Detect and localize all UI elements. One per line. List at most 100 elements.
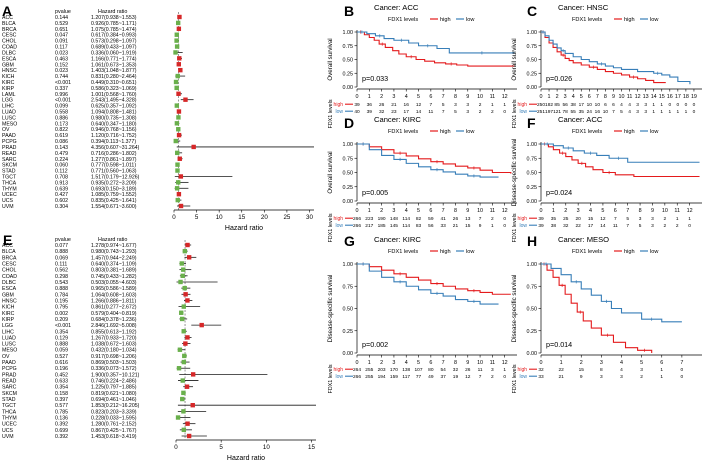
forest-header-pvalue: pvalue [55,237,71,243]
forest-hr-text: 0.394(0.113~1.377) [91,139,136,145]
km-risk-count: 2 [676,223,679,229]
km-risk-count: 3 [466,102,469,108]
forest-hr-text: 0.617(0.384~0.993) [91,33,137,39]
forest-pvalue: 0.633 [55,379,68,385]
km-pvalue: p=0.026 [546,74,572,83]
km-legend-label: high [440,249,451,255]
km-legend-label: low [650,17,659,23]
km-risk-count: 114 [402,216,410,222]
km-x-tick-label: 8 [454,94,457,100]
km-risk-count: 1 [685,109,688,115]
km-risk-count: 3 [644,102,647,108]
km-x-tick-label: 3 [392,94,395,100]
forest-pvalue: 0.060 [55,163,68,169]
forest-cancer-label: THYM [2,186,17,192]
km-risk-count: 9 [479,223,482,229]
km-legend-label: low [466,129,475,135]
forest-hr-marker [174,38,179,43]
km-risk-count: 185 [378,223,386,229]
km-x-tick-label: 3 [564,94,567,100]
km-x-tick-label: 11 [490,360,496,366]
km-x-tick-label: 12 [502,208,508,214]
km-x-tick-label: 6 [614,208,617,214]
km-title: Cancer: KIRC [374,235,421,244]
forest-pvalue: 0.708 [55,174,68,180]
forest-pvalue: <0.001 [55,323,71,329]
km-risk-count: 3 [454,102,457,108]
forest-hr-marker [183,341,188,346]
km-x-tick-label: 5 [417,360,420,366]
forest-pvalue: 0.337 [55,86,68,92]
km-x-tick-label: 4 [572,94,575,100]
forest-cancer-label: PRAD [2,372,17,378]
km-risk-count: 2 [491,109,494,115]
forest-hr-marker [174,186,180,191]
forest-cancer-label: LUAD [2,335,16,341]
forest-x-tick-label: 10 [216,214,223,221]
forest-hr-marker [181,329,186,334]
km-y-tick-label: 1.00 [527,142,538,148]
forest-hr-text: 0.917(0.698~1.206) [91,354,137,360]
km-x-tick-label: 1 [368,360,371,366]
forest-cancer-label: KICH [2,74,15,80]
forest-hr-marker [173,138,178,144]
km-risk-count: 5 [639,223,642,229]
forest-cancer-label: BLCA [2,249,16,255]
km-risk-count: 11 [478,367,483,373]
km-risk-count: 3 [600,374,603,380]
km-y-tick-label: 0.50 [527,171,538,177]
forest-hr-text: 0.625(0.357~1.092) [91,104,137,110]
forest-pvalue: 0.427 [55,192,68,198]
forest-pvalue: 0.577 [55,403,68,409]
forest-hr-text: 1.038(0.672~1.603) [91,342,137,348]
km-x-tick-label: 4 [405,360,408,366]
km-y-axis-label: Disease-specific survival [327,275,334,343]
km-y-tick-label: 0.25 [527,185,538,191]
km-risk-count: 1 [503,102,506,108]
km-risk-count: 1 [660,367,663,373]
km-x-tick-label: 11 [674,208,680,214]
forest-x-tick-label: 0 [174,444,178,451]
km-y-tick-label: 1.00 [527,262,538,268]
forest-hr-marker [176,109,182,114]
km-risk-count: 3 [636,102,639,108]
km-risk-count: 3 [491,367,494,373]
km-legend-label: high [440,17,451,23]
forest-x-tick-label: 25 [283,214,290,221]
forest-hr-marker [199,322,204,328]
forest-pvalue: 0.699 [55,428,68,434]
panel-letter-b: B [344,3,354,19]
forest-pvalue: <0.001 [55,80,71,86]
forest-cancer-label: GBM [2,292,14,298]
km-risk-count: 85 [554,102,560,108]
forest-hr-marker [174,121,180,126]
km-x-tick-label: 0 [356,94,359,100]
km-risk-count: 5 [626,216,629,222]
km-x-tick-label: 3 [577,208,580,214]
km-risk-count: 49 [428,374,434,380]
forest-cancer-label: UCEC [2,422,17,428]
km-x-tick-label: 9 [466,94,469,100]
forest-hr-marker [190,402,195,408]
forest-x-axis-label: Hazard ratio [227,455,265,462]
forest-hr-text: 1.001(0.568~1.760) [91,92,137,98]
forest-hr-text: 0.228(0.033~1.595) [91,416,137,422]
forest-cancer-label: READ [2,379,17,385]
km-risk-count: 17 [588,223,594,229]
forest-cancer-label: SKCM [2,163,17,169]
km-legend-label: high [624,17,635,23]
forest-pvalue: 0.616 [55,360,68,366]
km-x-tick-label: 8 [454,208,457,214]
forest-cancer-label: UCS [2,428,13,434]
km-risk-count: 23 [391,109,397,115]
km-x-tick-label: 9 [651,208,654,214]
km-risk-count: 217 [365,223,373,229]
km-risk-row-name: low [519,109,527,115]
forest-x-tick-label: 15 [308,444,315,451]
forest-hr-text: 0.803(0.381~1.689) [91,268,137,274]
km-risk-count: 2 [479,102,482,108]
forest-hr-marker [181,304,186,309]
km-x-tick-label: 17 [675,94,681,100]
forest-hr-marker [177,347,183,352]
